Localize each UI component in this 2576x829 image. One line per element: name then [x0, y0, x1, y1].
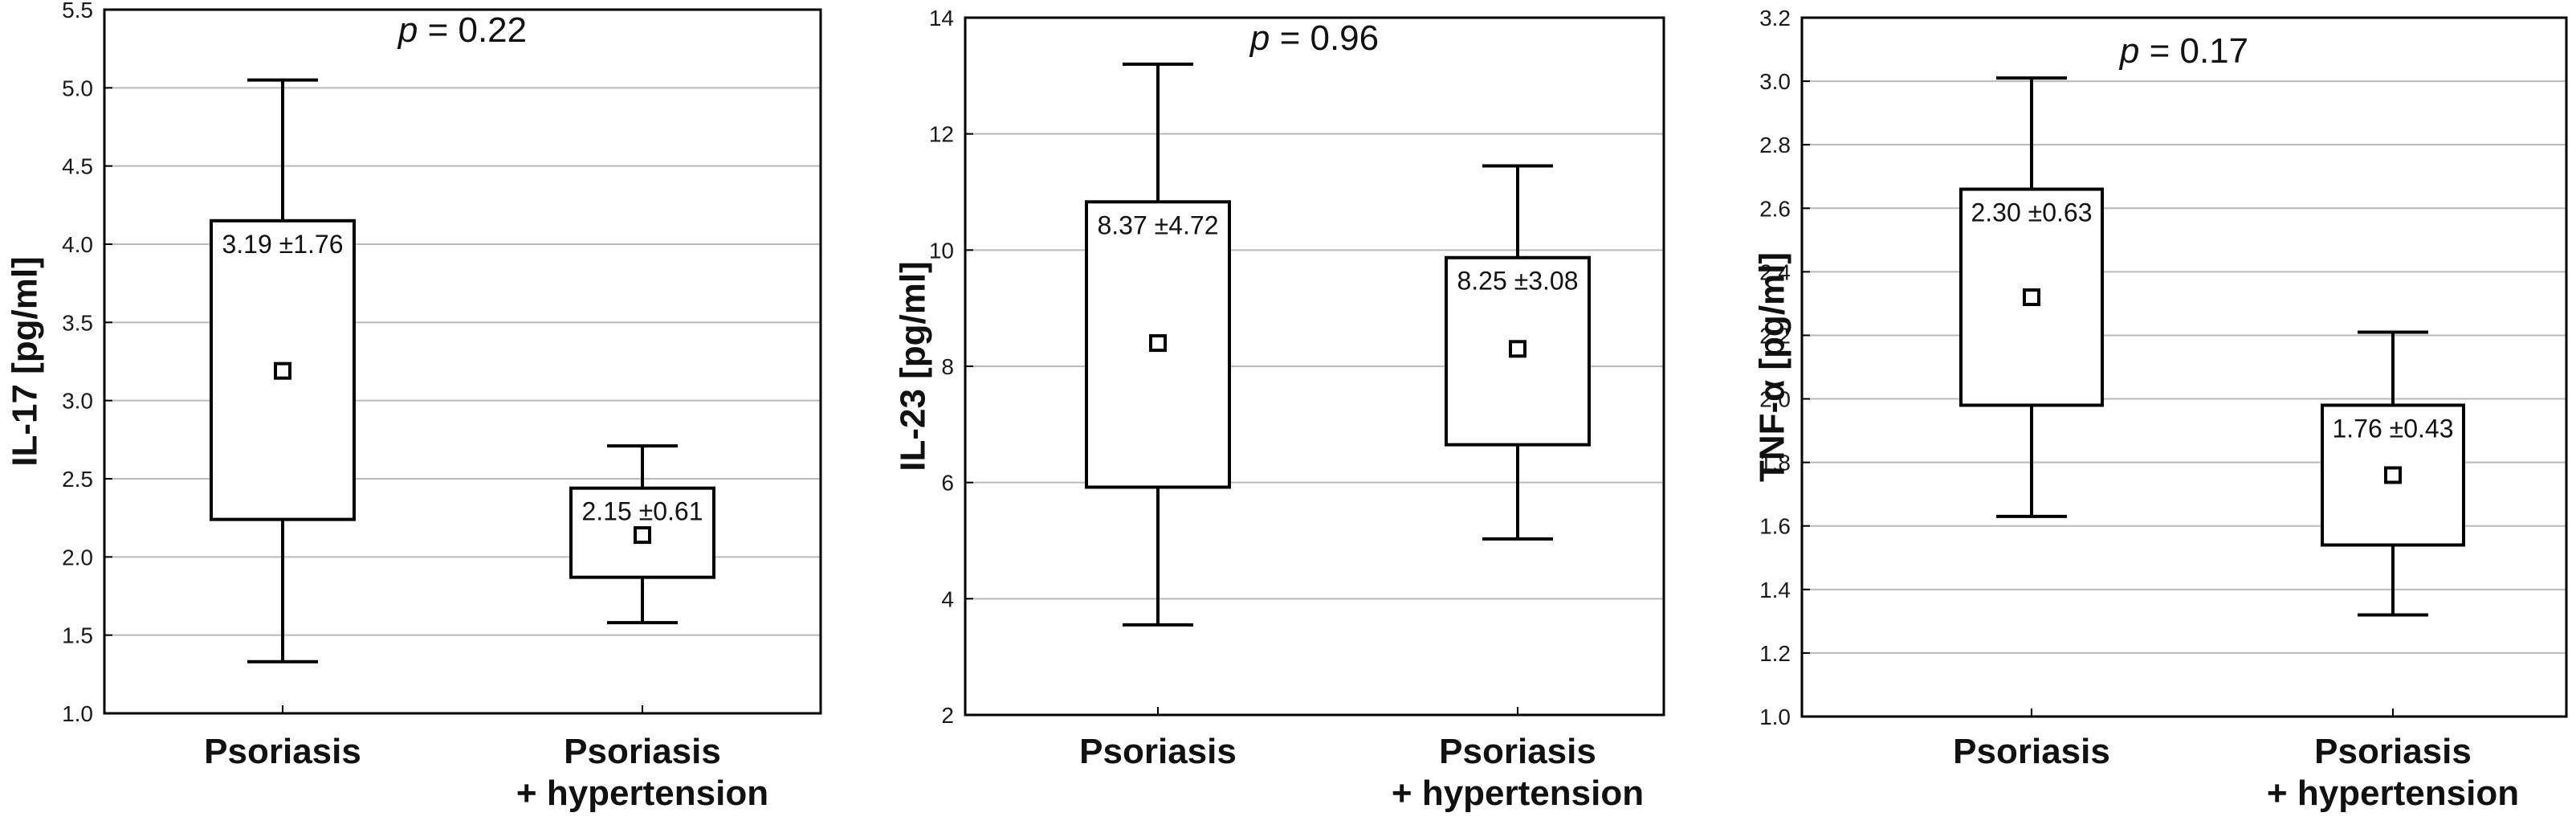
box-group: 8.25 ±3.08: [1445, 164, 1591, 541]
box: [569, 486, 715, 579]
y-tick-label: 1.4: [1759, 578, 1791, 602]
mean-sd-label: 2.15 ±0.61: [581, 497, 703, 526]
box-group: 8.37 ±4.72: [1085, 62, 1231, 627]
y-tick-label: 2.0: [1759, 387, 1791, 412]
plot-frame: [103, 8, 822, 715]
y-tick-label: 4.5: [62, 154, 93, 179]
y-tick-label: 2.4: [1759, 259, 1791, 284]
x-category-label: Psoriasis + hypertension: [2267, 732, 2519, 813]
chart-panel-1: 1.0 1.5 2.0 2.5 3.0 3.5 4.0 4.5 5.0 5.5 IL-17 [pg/…: [6, 0, 822, 813]
y-tick-label: 5.5: [62, 0, 93, 22]
mean-sd-label: 3.19 ±1.76: [222, 230, 343, 259]
p-value-label: p = 0.17: [2118, 31, 2248, 71]
y-tick-label: 10: [929, 238, 954, 263]
mean-sd-label: 8.37 ±4.72: [1097, 210, 1218, 239]
mean-sd-label: 2.30 ±0.63: [1971, 198, 2092, 227]
y-tick-label: 1.6: [1759, 514, 1791, 539]
box-group: 1.76 ±0.43: [2321, 330, 2465, 617]
y-tick-label: 2.2: [1759, 323, 1791, 348]
mean-marker: [2023, 288, 2040, 306]
y-tick-label: 2.5: [62, 467, 93, 492]
y-tick-label: 6: [941, 471, 954, 496]
mean-marker: [634, 526, 651, 545]
x-category-label: Psoriasis: [1953, 732, 2110, 771]
mean-marker: [274, 361, 291, 380]
mean-marker: [2384, 466, 2402, 484]
y-axis-title: IL-17 [pg/ml]: [6, 256, 45, 467]
y-tick-label: 12: [929, 122, 954, 147]
chart-panel-2: 2 4 6 8 10 12 14 IL-23 [pg/ml] p = 0.96 8.37 ±4.7…: [894, 6, 1665, 813]
y-tick-label: 2: [941, 703, 954, 728]
box-group: 2.15 ±0.61: [569, 444, 715, 625]
mean-marker: [1509, 340, 1526, 358]
y-axis-title: IL-23 [pg/ml]: [894, 261, 933, 472]
y-tick-label: 4.0: [62, 232, 93, 257]
y-tick-label: 2.6: [1759, 196, 1791, 221]
y-tick-label: 3.0: [1759, 69, 1791, 94]
y-tick-label: 14: [929, 6, 954, 31]
y-tick-label: 1.0: [62, 701, 93, 726]
y-tick-label: 3.0: [62, 389, 93, 414]
y-tick-label: 1.5: [62, 623, 93, 648]
y-tick-label: 1.8: [1759, 451, 1791, 476]
x-category-label: Psoriasis: [1079, 732, 1237, 771]
x-category-label: Psoriasis + hypertension: [1392, 732, 1644, 813]
mean-sd-label: 1.76 ±0.43: [2332, 414, 2453, 443]
y-tick-label: 5.0: [62, 76, 93, 100]
y-tick-label: 3.2: [1759, 6, 1791, 31]
mean-sd-label: 8.25 ±3.08: [1457, 267, 1578, 296]
plot-frame: [964, 16, 1665, 717]
mean-marker: [1149, 334, 1167, 353]
y-axis-title: TNF-α [pg/ml]: [1753, 252, 1792, 482]
y-tick-label: 1.0: [1759, 704, 1791, 729]
x-category-label: Psoriasis: [204, 732, 361, 771]
p-value-label: p = 0.22: [397, 10, 527, 50]
box-group: 2.30 ±0.63: [1959, 76, 2104, 518]
box-group: 3.19 ±1.76: [210, 78, 356, 664]
y-tick-label: 8: [941, 354, 954, 379]
y-tick-label: 1.2: [1759, 641, 1791, 666]
y-tick-label: 2.0: [62, 545, 93, 570]
x-category-label: Psoriasis + hypertension: [516, 732, 768, 813]
y-tick-label: 3.5: [62, 310, 93, 335]
plot-frame: [1800, 16, 2568, 718]
p-value-label: p = 0.96: [1249, 18, 1379, 58]
chart-panel-3: 1.0 1.2 1.4 1.6 1.8 2.0 2.2 2.4 2.6 2.8 3.0 3.2 TNF-…: [1753, 6, 2568, 813]
y-tick-label: 2.8: [1759, 133, 1791, 157]
y-tick-label: 4: [941, 586, 954, 611]
